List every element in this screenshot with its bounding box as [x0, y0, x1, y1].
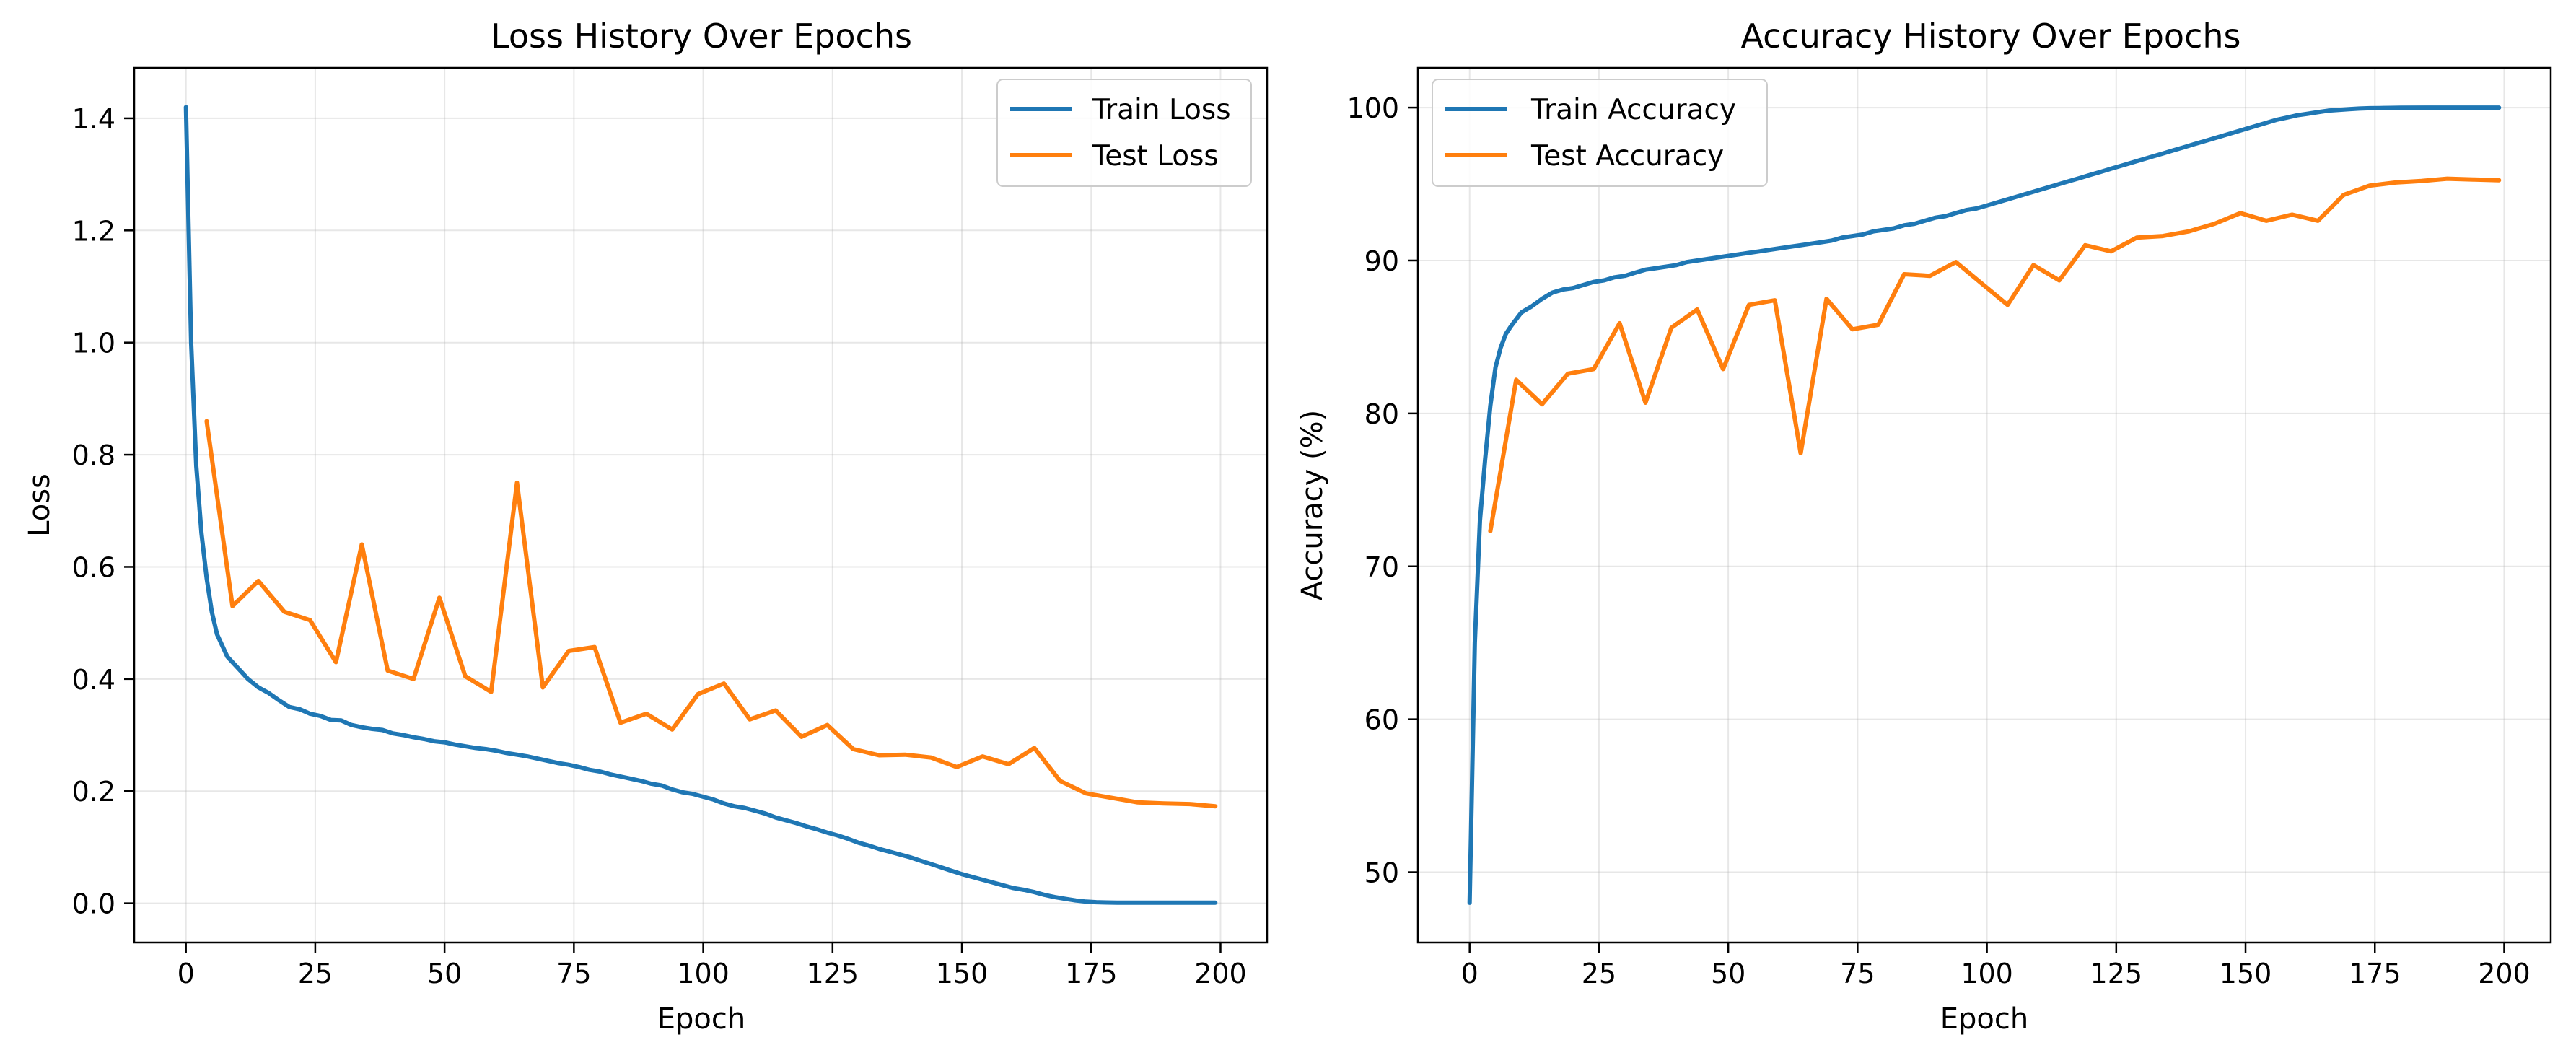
legend-label-train-accuracy: Train Accuracy [1530, 94, 1736, 126]
accuracy-x-tick-label-150: 150 [2220, 958, 2272, 989]
loss-y-tick-label-0-0: 0.0 [72, 888, 115, 920]
loss-y-tick-label-0-2: 0.2 [72, 776, 115, 808]
legend-label-train-loss: Train Loss [1092, 94, 1231, 126]
accuracy-y-ticks: 50 60 70 80 90 100 [1346, 92, 1418, 889]
accuracy-y-tick-label-60: 60 [1364, 704, 1399, 736]
loss-chart-title: Loss History Over Epochs [491, 17, 912, 56]
loss-y-tick-label-0-4: 0.4 [72, 664, 115, 696]
accuracy-x-ticks: 0 25 50 75 100 125 150 175 200 [1461, 943, 2531, 989]
accuracy-y-tick-label-100: 100 [1346, 92, 1399, 124]
accuracy-plot-frame [1416, 66, 2552, 944]
loss-y-tick-label-0-8: 0.8 [72, 440, 115, 471]
accuracy-x-tick-label-25: 25 [1582, 958, 1616, 989]
legend-label-test-loss: Test Loss [1092, 140, 1219, 172]
accuracy-x-tick-label-200: 200 [2478, 958, 2531, 989]
accuracy-y-axis-label: Accuracy (%) [1296, 410, 1329, 601]
loss-legend: Train Loss Test Loss [996, 79, 1252, 187]
loss-x-tick-label-50: 50 [427, 958, 462, 989]
loss-x-tick-label-125: 125 [807, 958, 859, 989]
accuracy-y-tick-label-70: 70 [1364, 551, 1399, 583]
accuracy-y-tick-label-80: 80 [1364, 398, 1399, 430]
loss-legend-box [996, 79, 1252, 187]
accuracy-x-tick-label-125: 125 [2090, 958, 2143, 989]
accuracy-chart: Accuracy History Over Epochs 0 25 50 75 100 1… [1296, 17, 2552, 1036]
loss-x-tick-label-200: 200 [1194, 958, 1247, 989]
series-line-test-loss [204, 419, 1218, 809]
accuracy-legend: Train Accuracy Test Accuracy [1432, 79, 1768, 187]
loss-chart: Loss History Over Epochs 0 25 50 75 100 125 15… [23, 17, 1269, 1036]
loss-y-tick-label-1-2: 1.2 [72, 215, 115, 247]
accuracy-x-tick-label-75: 75 [1840, 958, 1875, 989]
loss-y-tick-label-1-0: 1.0 [72, 328, 115, 359]
loss-series [183, 105, 1218, 905]
accuracy-x-tick-label-50: 50 [1711, 958, 1745, 989]
series-line-train-loss [183, 105, 1218, 905]
loss-x-tick-label-25: 25 [298, 958, 333, 989]
legend-label-test-accuracy: Test Accuracy [1530, 140, 1724, 172]
loss-x-tick-label-75: 75 [556, 958, 591, 989]
accuracy-legend-box [1432, 79, 1768, 187]
accuracy-series [1467, 105, 2502, 905]
accuracy-y-tick-label-90: 90 [1364, 245, 1399, 277]
loss-x-tick-label-0: 0 [178, 958, 195, 989]
loss-plot-frame [133, 66, 1269, 944]
loss-y-axis-label: Loss [23, 473, 56, 537]
loss-x-tick-label-175: 175 [1065, 958, 1118, 989]
loss-x-tick-label-150: 150 [936, 958, 989, 989]
series-line-test-accuracy [1488, 176, 2502, 533]
loss-x-tick-label-100: 100 [677, 958, 730, 989]
loss-y-ticks: 0.0 0.2 0.4 0.6 0.8 1.0 1.2 1.4 [72, 103, 134, 920]
accuracy-chart-title: Accuracy History Over Epochs [1741, 17, 2241, 56]
accuracy-x-tick-label-100: 100 [1961, 958, 2013, 989]
loss-y-tick-label-1-4: 1.4 [72, 103, 115, 135]
loss-x-axis-label: Epoch [657, 1002, 745, 1036]
accuracy-x-tick-label-175: 175 [2349, 958, 2401, 989]
accuracy-x-axis-label: Epoch [1940, 1002, 2028, 1036]
loss-y-tick-label-0-6: 0.6 [72, 551, 115, 583]
accuracy-x-tick-label-0: 0 [1461, 958, 1478, 989]
loss-x-ticks: 0 25 50 75 100 125 150 175 200 [178, 943, 1247, 989]
series-line-train-accuracy [1467, 105, 2502, 905]
accuracy-y-tick-label-50: 50 [1364, 857, 1399, 889]
